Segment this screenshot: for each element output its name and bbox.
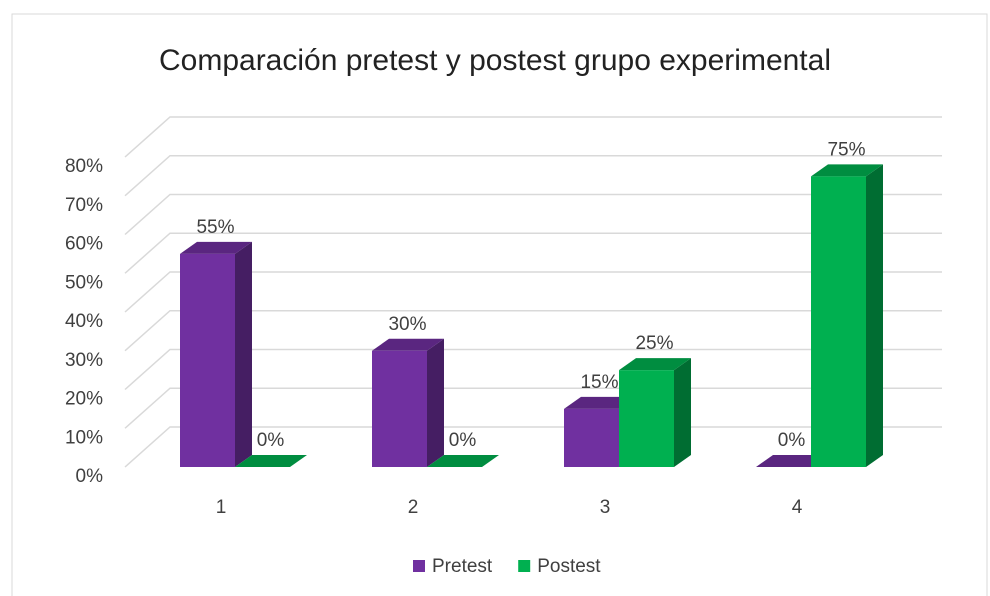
bar-side	[866, 164, 883, 467]
bar-top	[180, 241, 252, 254]
bar-top	[564, 396, 636, 409]
x-tick-label: 1	[216, 497, 227, 518]
value-label: 0%	[257, 430, 285, 451]
grid-line	[124, 348, 942, 391]
x-tick-label: 3	[600, 497, 611, 518]
legend-swatch	[413, 560, 425, 572]
y-tick-label: 80%	[65, 156, 103, 177]
grid-line	[124, 310, 942, 352]
bar	[564, 408, 619, 467]
y-tick-label: 50%	[65, 272, 103, 293]
bar-top	[427, 455, 499, 467]
bar	[619, 370, 674, 467]
bar	[372, 350, 427, 467]
chart-title: Comparación pretest y postest grupo expe…	[159, 44, 831, 77]
bar-top	[619, 358, 691, 371]
grid-line	[124, 271, 942, 313]
y-tick-label: 20%	[65, 389, 103, 410]
value-label: 15%	[580, 372, 618, 393]
value-label: 55%	[196, 217, 234, 238]
bar-side	[427, 338, 444, 467]
bar-top	[811, 164, 883, 177]
legend-label: Pretest	[432, 556, 493, 577]
bar	[180, 253, 235, 467]
y-tick-label: 10%	[65, 427, 103, 448]
value-label: 0%	[449, 430, 477, 451]
grid-line	[124, 193, 942, 236]
bar-top	[756, 455, 828, 467]
x-tick-label: 4	[792, 497, 803, 518]
bar-side	[674, 358, 691, 467]
bar-top	[372, 338, 444, 351]
y-tick-label: 0%	[76, 466, 104, 487]
value-label: 0%	[778, 430, 806, 451]
value-label: 75%	[827, 139, 865, 160]
bar	[811, 176, 866, 467]
y-tick-label: 40%	[65, 311, 103, 332]
y-tick-label: 60%	[65, 234, 103, 255]
bar-side	[235, 241, 252, 467]
value-label: 25%	[635, 333, 673, 354]
legend-swatch	[518, 560, 531, 572]
grid-line	[124, 232, 942, 274]
x-tick-label: 2	[408, 497, 419, 518]
bar-top	[235, 455, 307, 467]
grid-line	[124, 155, 942, 197]
value-label: 30%	[388, 314, 426, 335]
y-tick-label: 30%	[65, 350, 103, 371]
legend-label: Postest	[537, 556, 601, 577]
y-tick-label: 70%	[65, 195, 103, 216]
grid-line	[124, 116, 942, 158]
